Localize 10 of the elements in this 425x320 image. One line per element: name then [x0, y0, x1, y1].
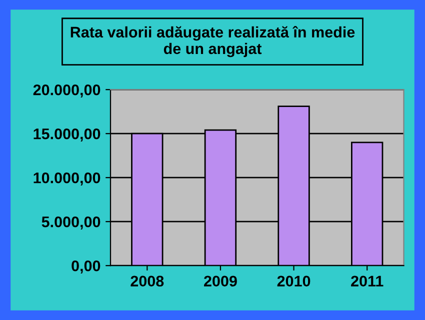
y-tick-label: 0,00	[72, 260, 100, 274]
y-tick-label: 5.000,00	[42, 216, 100, 230]
x-tick-label: 2010	[277, 276, 310, 287]
y-tick-label: 15.000,00	[34, 128, 100, 142]
y-tick-label: 20.000,00	[33, 84, 100, 98]
x-tick-label: 2011	[351, 276, 384, 287]
x-tick-label: 2009	[204, 276, 237, 287]
x-tick-label: 2008	[130, 276, 164, 287]
y-tick-label: 10.000,00	[34, 172, 100, 186]
chart-title: Rata valorii adăugate realizată în medie de un angajat	[70, 26, 355, 58]
